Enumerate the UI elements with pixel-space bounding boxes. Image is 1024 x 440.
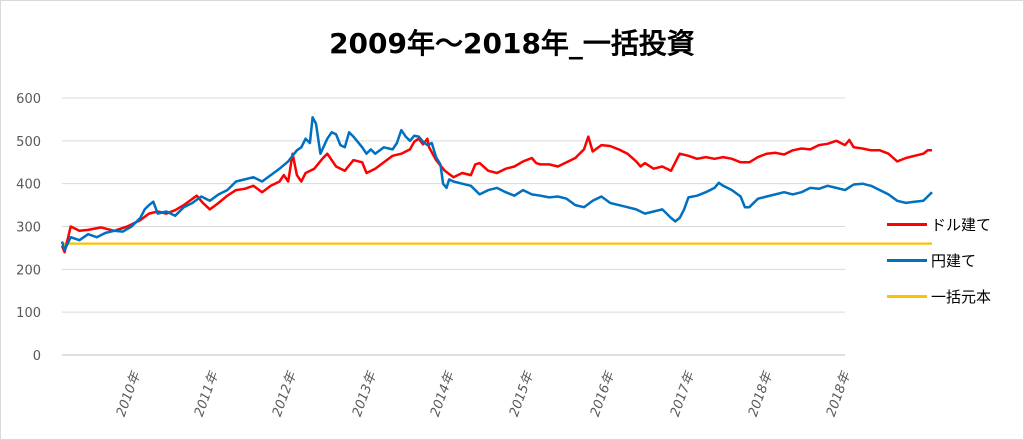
y-axis-labels: 0 100 200 300 400 500 600 — [16, 92, 41, 364]
chart-title: 2009年～2018年_一括投資 — [329, 27, 695, 60]
y-tick-label: 400 — [16, 178, 41, 193]
x-tick-label: 2011年 — [192, 368, 223, 418]
series-line-1 — [60, 135, 932, 254]
legend-swatch — [887, 258, 927, 262]
gridlines — [62, 97, 845, 356]
x-tick-label: 2018年 — [746, 368, 777, 418]
y-tick-label: 600 — [16, 92, 41, 107]
legend-item: 一括元本 — [887, 278, 991, 314]
legend-swatch — [887, 222, 927, 226]
y-tick-label: 0 — [33, 349, 41, 364]
x-tick-label: 2014年 — [428, 368, 459, 418]
x-tick-label: 2010年 — [114, 368, 145, 418]
x-tick-label: 2013年 — [350, 368, 381, 418]
legend-item: 円建て — [887, 242, 991, 278]
x-tick-label: 2012年 — [270, 368, 301, 418]
series-line-2 — [60, 116, 933, 252]
legend-swatch — [887, 294, 927, 298]
y-tick-label: 300 — [16, 221, 41, 236]
series-lines — [60, 116, 933, 254]
legend-label: 円建て — [931, 251, 977, 270]
legend: ドル建て円建て一括元本 — [887, 206, 991, 314]
x-tick-label: 2016年 — [588, 368, 619, 418]
legend-item: ドル建て — [887, 206, 991, 242]
legend-label: ドル建て — [931, 215, 992, 234]
x-tick-label: 2017年 — [668, 368, 699, 418]
y-tick-label: 500 — [16, 135, 41, 150]
legend-label: 一括元本 — [931, 287, 992, 306]
x-axis-labels: 2010年 2011年 2012年 2013年 2014年 2015年 2016年 2017年… — [114, 368, 855, 418]
y-tick-label: 100 — [16, 306, 41, 321]
x-tick-label: 2018年 — [824, 368, 855, 418]
x-tick-label: 2015年 — [507, 368, 538, 418]
y-tick-label: 200 — [16, 263, 41, 278]
